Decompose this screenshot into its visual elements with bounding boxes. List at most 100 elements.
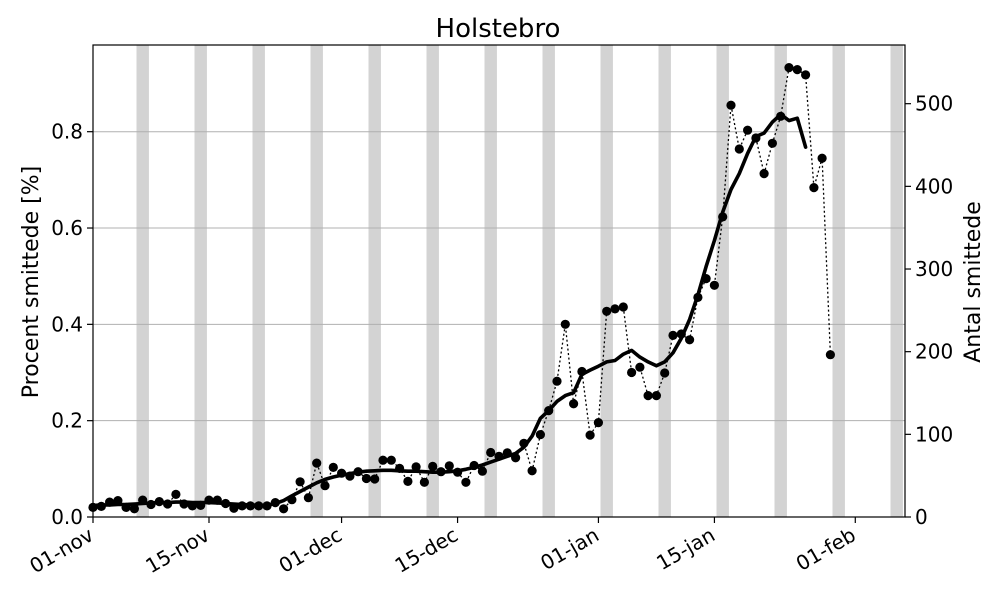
daily-data-point: [254, 501, 264, 511]
daily-data-point: [527, 466, 537, 476]
daily-data-point: [718, 212, 728, 222]
daily-data-point: [767, 138, 778, 148]
daily-data-point: [494, 451, 504, 461]
daily-data-point: [693, 292, 703, 302]
daily-data-point: [411, 462, 421, 472]
daily-data-point: [809, 183, 819, 193]
daily-data-point: [660, 368, 670, 378]
weekend-band: [252, 45, 265, 517]
daily-data-point: [776, 111, 786, 121]
series-layer: [88, 63, 836, 514]
daily-data-point: [345, 471, 355, 481]
daily-data-point: [138, 495, 148, 505]
x-tick-label: 01-nov: [25, 522, 97, 578]
daily-data-point: [204, 495, 214, 505]
weekend-band: [600, 45, 613, 517]
y-right-tick-label: 100: [915, 422, 953, 446]
daily-data-point: [627, 367, 637, 378]
daily-data-point: [179, 499, 189, 509]
daily-data-point: [245, 501, 255, 511]
weekend-bands: [136, 45, 903, 517]
daily-data-point: [784, 63, 794, 73]
daily-data-point: [461, 477, 471, 487]
daily-data-point: [337, 468, 347, 478]
daily-data-point: [237, 501, 247, 511]
daily-data-point: [610, 304, 620, 314]
daily-data-point: [436, 467, 446, 477]
daily-data-point: [635, 362, 645, 372]
y-right-tick-label: 400: [915, 174, 953, 198]
daily-data-point: [146, 499, 156, 510]
daily-data-point: [560, 319, 570, 329]
daily-data-point: [129, 504, 139, 514]
daily-data-point: [154, 497, 164, 507]
daily-data-point: [743, 125, 753, 135]
weekend-band: [426, 45, 439, 517]
daily-data-point: [535, 430, 546, 440]
daily-data-point: [751, 133, 761, 143]
weekend-band: [832, 45, 845, 517]
y-right-tick-label: 500: [915, 92, 953, 116]
daily-data-point: [171, 489, 181, 499]
daily-data-point: [817, 153, 827, 163]
daily-data-point: [262, 501, 272, 511]
daily-data-point: [403, 476, 413, 486]
daily-data-point: [229, 503, 239, 513]
weekend-band: [368, 45, 381, 517]
daily-data-point: [676, 329, 686, 339]
plot-frame: [92, 44, 906, 518]
y-left-tick-label: 0.0: [51, 505, 83, 529]
daily-data-point: [486, 447, 496, 458]
x-tick-label: 15-jan: [652, 523, 719, 575]
x-tick-label: 01-jan: [536, 523, 603, 575]
y-right-tick-label: 0: [915, 505, 928, 529]
daily-data-point: [361, 473, 371, 484]
x-tick-label: 15-nov: [141, 522, 213, 578]
daily-data-point: [502, 448, 512, 458]
daily-data-point: [759, 169, 769, 179]
y-axis-right-label: Antal smittede: [961, 201, 986, 363]
daily-data-point: [395, 463, 405, 473]
daily-data-point: [428, 461, 438, 471]
daily-data-point: [552, 376, 562, 386]
daily-data-point: [602, 306, 612, 316]
x-tick-label: 01-feb: [792, 523, 860, 576]
daily-data-point: [113, 496, 123, 506]
daily-data-point: [212, 495, 222, 505]
y-left-tick-label: 0.6: [51, 216, 83, 240]
daily-data-point: [287, 495, 297, 505]
daily-data-point: [386, 455, 396, 465]
daily-data-point: [163, 499, 173, 509]
daily-data-point: [510, 453, 521, 463]
daily-data-point: [701, 274, 711, 284]
weekend-band: [774, 45, 787, 517]
daily-data-point: [453, 467, 463, 477]
daily-data-point: [685, 335, 695, 345]
daily-data-point: [353, 467, 363, 477]
chart-title: Holstebro: [436, 14, 561, 44]
daily-data-point: [270, 498, 280, 508]
daily-data-point: [618, 302, 628, 312]
daily-data-point: [96, 501, 106, 511]
daily-data-point: [709, 280, 720, 290]
daily-data-point: [303, 493, 313, 503]
daily-data-point: [221, 498, 231, 509]
y-right-tick-label: 200: [915, 340, 953, 364]
y-left-tick-label: 0.4: [51, 312, 83, 336]
daily-data-point: [187, 501, 197, 511]
weekend-band: [716, 45, 729, 517]
daily-data-point: [121, 502, 131, 512]
daily-data-point: [328, 462, 338, 472]
daily-data-point: [419, 477, 429, 487]
daily-data-point: [593, 418, 604, 428]
daily-data-point: [477, 466, 487, 476]
daily-data-point: [312, 458, 322, 468]
daily-data-point: [668, 330, 678, 340]
daily-data-point: [734, 144, 744, 154]
daily-data-point: [651, 391, 662, 401]
weekend-band: [542, 45, 555, 517]
daily-data-point: [320, 481, 330, 491]
weekend-band: [484, 45, 497, 517]
